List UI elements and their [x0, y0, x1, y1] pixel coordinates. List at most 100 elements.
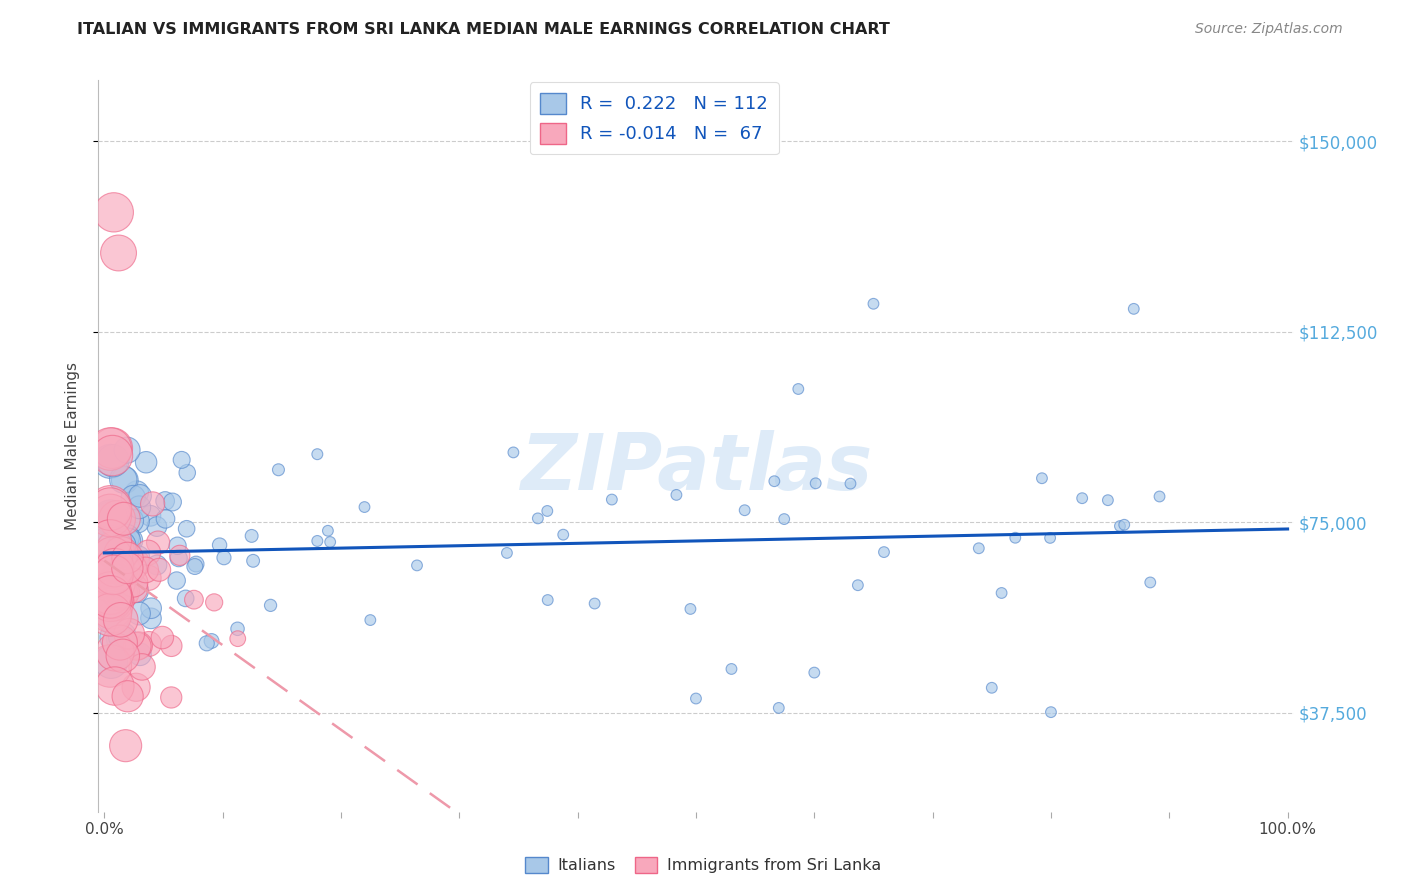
Point	[98, 593, 121, 607]
Point	[103, 576, 125, 591]
Point	[98, 510, 121, 524]
Point	[122, 575, 145, 590]
Point	[259, 599, 281, 613]
Point	[112, 563, 135, 577]
Point	[103, 205, 125, 219]
Point	[967, 541, 990, 556]
Point	[115, 567, 138, 582]
Point	[98, 512, 121, 526]
Point	[142, 497, 165, 511]
Point	[117, 550, 139, 565]
Point	[502, 445, 524, 459]
Point	[129, 489, 152, 503]
Point	[141, 601, 163, 615]
Point	[100, 655, 122, 669]
Point	[316, 524, 339, 538]
Point	[98, 586, 121, 600]
Point	[139, 508, 162, 523]
Point	[98, 552, 121, 566]
Point	[139, 611, 162, 625]
Point	[98, 570, 121, 584]
Point	[990, 586, 1012, 600]
Point	[101, 550, 124, 565]
Point	[1114, 517, 1136, 532]
Point	[146, 558, 169, 572]
Point	[112, 535, 135, 549]
Point	[100, 605, 122, 619]
Point	[101, 610, 124, 624]
Point	[150, 631, 173, 645]
Point	[583, 597, 606, 611]
Point	[183, 592, 205, 607]
Point	[1122, 301, 1144, 316]
Point	[110, 632, 132, 646]
Point	[98, 535, 121, 549]
Point	[105, 575, 128, 590]
Point	[804, 476, 827, 491]
Point	[103, 568, 125, 582]
Point	[174, 591, 197, 606]
Point	[128, 607, 150, 621]
Point	[136, 546, 159, 560]
Point	[208, 538, 231, 552]
Point	[768, 701, 790, 715]
Point	[98, 590, 121, 604]
Point	[114, 739, 136, 753]
Point	[110, 586, 132, 600]
Point	[98, 502, 121, 516]
Point	[111, 629, 134, 643]
Point	[117, 533, 139, 548]
Point	[536, 504, 558, 518]
Point	[537, 593, 560, 607]
Text: ZIPatlas: ZIPatlas	[520, 430, 872, 506]
Point	[226, 632, 249, 646]
Point	[184, 557, 207, 571]
Point	[120, 533, 142, 548]
Point	[101, 449, 124, 463]
Point	[138, 637, 160, 651]
Point	[98, 574, 121, 588]
Point	[98, 586, 121, 600]
Legend: R =  0.222   N = 112, R = -0.014   N =  67: R = 0.222 N = 112, R = -0.014 N = 67	[530, 82, 779, 154]
Point	[98, 566, 121, 581]
Point	[773, 512, 796, 526]
Point	[1031, 471, 1053, 485]
Point	[125, 557, 148, 571]
Point	[135, 455, 157, 469]
Point	[103, 594, 125, 608]
Point	[104, 645, 127, 659]
Point	[98, 659, 121, 673]
Point	[166, 574, 188, 588]
Point	[108, 635, 131, 649]
Point	[160, 690, 183, 705]
Point	[104, 630, 127, 644]
Point	[107, 246, 129, 260]
Point	[104, 551, 127, 566]
Point	[496, 546, 519, 560]
Point	[169, 549, 191, 563]
Point	[125, 583, 148, 598]
Point	[103, 558, 125, 572]
Point	[1071, 491, 1094, 506]
Point	[1039, 705, 1062, 719]
Point	[111, 648, 134, 663]
Point	[803, 665, 825, 680]
Point	[146, 535, 169, 549]
Point	[125, 680, 148, 694]
Point	[104, 543, 127, 558]
Point	[267, 463, 290, 477]
Point	[115, 443, 138, 458]
Point	[406, 558, 429, 573]
Point	[148, 563, 170, 577]
Point	[155, 512, 177, 526]
Point	[1039, 531, 1062, 545]
Point	[195, 636, 218, 650]
Point	[111, 538, 134, 552]
Point	[153, 494, 176, 508]
Point	[128, 500, 150, 515]
Point	[226, 622, 249, 636]
Point	[111, 584, 134, 599]
Point	[104, 679, 127, 693]
Point	[98, 442, 121, 456]
Point	[839, 476, 862, 491]
